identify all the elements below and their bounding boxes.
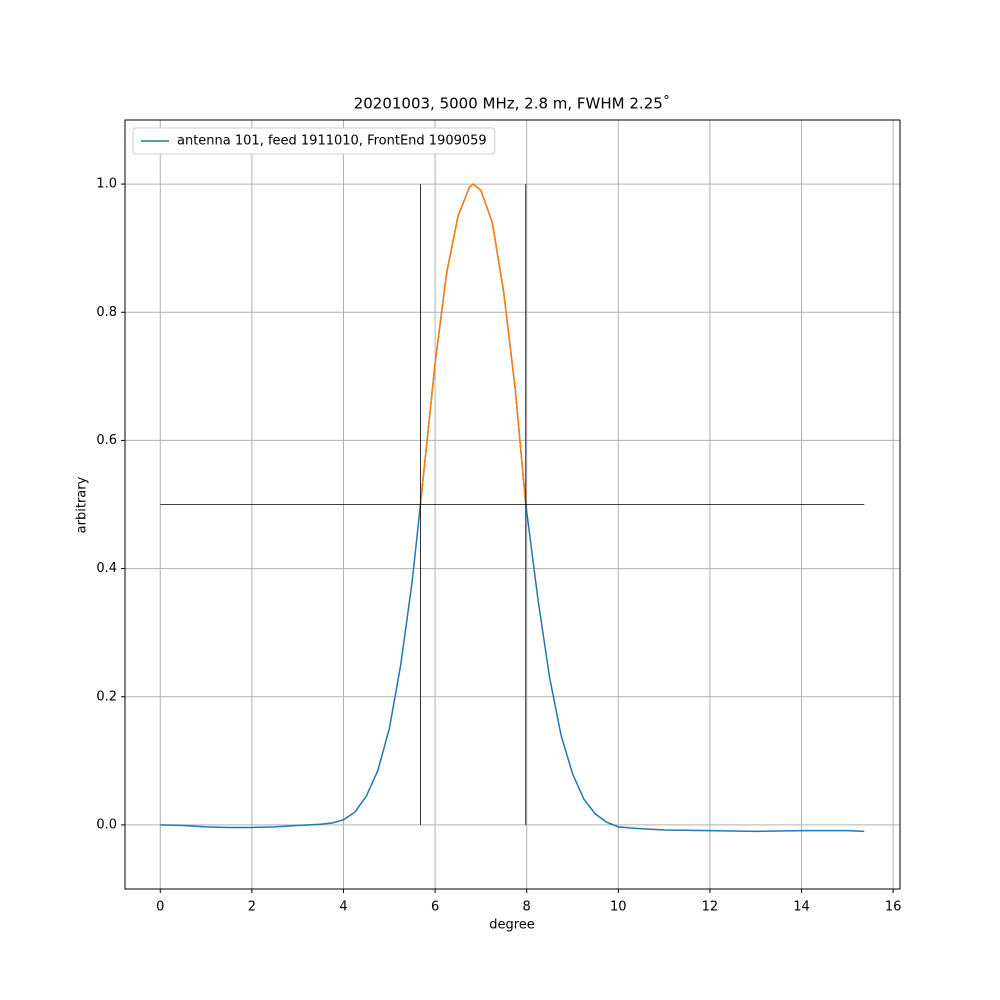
y-axis-label: arbitrary — [75, 476, 90, 533]
chart-title: 20201003, 5000 MHz, 2.8 m, FWHM 2.25˚ — [354, 95, 671, 113]
x-tick-label: 8 — [523, 900, 531, 915]
x-tick-label: 4 — [339, 900, 347, 915]
legend-label: antenna 101, feed 1911010, FrontEnd 1909… — [177, 134, 487, 149]
x-tick-label: 16 — [885, 900, 902, 915]
x-tick-label: 14 — [793, 900, 810, 915]
x-tick-label: 6 — [431, 900, 439, 915]
y-tick-label: 0.0 — [96, 817, 117, 832]
x-axis-label: degree — [489, 918, 535, 933]
x-tick-label: 0 — [156, 900, 164, 915]
data-line — [419, 183, 527, 505]
legend-box — [132, 127, 496, 155]
y-tick-label: 0.2 — [96, 689, 117, 704]
y-tick-label: 1.0 — [96, 177, 117, 192]
plot-frame — [124, 119, 901, 890]
legend: antenna 101, feed 1911010, FrontEnd 1909… — [132, 127, 496, 155]
x-tick-label: 2 — [248, 900, 256, 915]
x-tick-label: 10 — [610, 900, 627, 915]
y-tick-label: 0.4 — [96, 561, 117, 576]
y-tick-label: 0.8 — [96, 305, 117, 320]
x-tick-label: 12 — [702, 900, 719, 915]
y-tick-label: 0.6 — [96, 433, 117, 448]
